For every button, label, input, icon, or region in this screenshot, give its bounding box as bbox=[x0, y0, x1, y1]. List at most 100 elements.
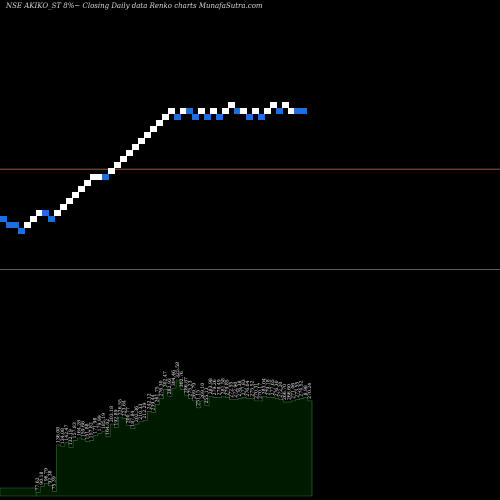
renko-brick-up bbox=[240, 108, 247, 114]
volume-label: 142.47 bbox=[64, 424, 70, 440]
renko-brick-up bbox=[120, 156, 127, 162]
volume-label: 164.02 bbox=[105, 419, 111, 435]
renko-brick-up bbox=[264, 108, 271, 114]
volume-label: 261.75 bbox=[155, 386, 161, 402]
volume-stub bbox=[0, 487, 37, 497]
volume-label: 273.55 bbox=[295, 382, 301, 398]
volume-label: 251.15 bbox=[196, 390, 202, 406]
renko-brick-up bbox=[138, 138, 145, 144]
volume-label: 271.06 bbox=[290, 383, 296, 399]
volume-label: 75.39 bbox=[52, 476, 58, 489]
volume-label: 302.47 bbox=[163, 371, 169, 387]
volume-labels: 77.62 90.18 96.79 92.38 75.39 136.08 134.08 142… bbox=[35, 362, 313, 491]
volume-label: 275.23 bbox=[187, 380, 193, 396]
volume-label: 325.58 bbox=[175, 362, 181, 378]
volume-label: 202.36 bbox=[134, 406, 140, 422]
volume-label: 276.38 bbox=[237, 380, 243, 396]
volume-label: 272.90 bbox=[233, 382, 239, 398]
renko-brick-up bbox=[114, 162, 121, 168]
volume-label: 255.13 bbox=[204, 387, 210, 403]
volume-label: 279.85 bbox=[225, 379, 231, 395]
volume-label: 286.87 bbox=[183, 377, 189, 393]
renko-brick-down bbox=[294, 108, 301, 114]
renko-brick-down bbox=[6, 222, 13, 228]
volume-label: 272.55 bbox=[229, 382, 235, 398]
volume-label: 203.18 bbox=[109, 406, 115, 422]
renko-brick-down bbox=[12, 222, 19, 228]
volume-label: 8.98 bbox=[303, 385, 309, 395]
volume-label: 277.65 bbox=[270, 379, 276, 395]
volume-label: 270.24 bbox=[307, 383, 313, 399]
renko-brick-up bbox=[108, 168, 115, 174]
renko-brick-up bbox=[252, 108, 259, 114]
volume-label: 276.30 bbox=[274, 380, 280, 396]
volume-label: 171.98 bbox=[93, 418, 99, 434]
volume-label: 275.52 bbox=[249, 380, 255, 396]
renko-brick-up bbox=[150, 126, 157, 132]
renko-brick-up bbox=[162, 114, 169, 120]
volume-label: 283.04 bbox=[262, 378, 268, 394]
volume-area bbox=[35, 379, 313, 497]
renko-brick-down bbox=[186, 108, 193, 114]
renko-brick-down bbox=[204, 114, 211, 120]
renko-brick-down bbox=[216, 114, 223, 120]
volume-label: 274.52 bbox=[299, 380, 305, 396]
volume-label: 270.31 bbox=[253, 383, 259, 399]
volume-label: 185.19 bbox=[101, 413, 107, 429]
volume-label: 132.19 bbox=[68, 429, 74, 445]
volume-label: 210.33 bbox=[138, 404, 144, 420]
renko-brick-down bbox=[174, 114, 181, 120]
renko-brick-up bbox=[60, 204, 67, 210]
volume-label: 242.12 bbox=[146, 393, 152, 409]
volume-label: 269.79 bbox=[192, 383, 198, 399]
renko-brick-down bbox=[42, 210, 49, 216]
volume-label: 276.30 bbox=[159, 380, 165, 396]
volume-label: 266.60 bbox=[286, 384, 292, 400]
volume-label: 269.10 bbox=[200, 383, 206, 399]
volume-label: 164.28 bbox=[76, 420, 82, 436]
volume-label: 223.64 bbox=[122, 400, 128, 416]
volume-label: 302.76 bbox=[179, 371, 185, 387]
renko-brick-up bbox=[282, 102, 289, 108]
volume-label: 157.82 bbox=[89, 422, 95, 438]
renko-brick-up bbox=[30, 216, 37, 222]
volume-label: 270.17 bbox=[258, 383, 264, 399]
renko-brick-down bbox=[234, 108, 241, 114]
renko-brick-up bbox=[66, 198, 73, 204]
renko-brick-up bbox=[288, 108, 295, 114]
volume-label: 281.58 bbox=[220, 378, 226, 394]
renko-brick-up bbox=[144, 132, 151, 138]
renko-brick-down bbox=[246, 114, 253, 120]
volume-label: 179.99 bbox=[97, 415, 103, 431]
renko-brick-down bbox=[258, 114, 265, 120]
renko-brick-down bbox=[102, 174, 109, 180]
renko-brick-down bbox=[0, 216, 7, 222]
volume-label: 200.77 bbox=[126, 407, 132, 423]
volume-label: 151.88 bbox=[84, 423, 90, 439]
renko-brick-up bbox=[222, 108, 229, 114]
volume-label: 192.89 bbox=[113, 409, 119, 425]
renko-brick-up bbox=[126, 150, 133, 156]
renko-brick-up bbox=[36, 210, 43, 216]
volume-label: 92.38 bbox=[47, 470, 53, 483]
volume-label: 157.83 bbox=[72, 422, 78, 438]
volume-label: 278.49 bbox=[216, 379, 222, 395]
renko-brick-up bbox=[90, 174, 97, 180]
volume-label: 134.08 bbox=[60, 428, 66, 444]
volume-label: 159.66 bbox=[80, 421, 86, 437]
renko-brick-up bbox=[270, 102, 277, 108]
renko-brick-up bbox=[198, 108, 205, 114]
volume-label: 90.18 bbox=[39, 471, 45, 484]
renko-brick-up bbox=[228, 102, 235, 108]
renko-brick-up bbox=[72, 192, 79, 198]
renko-brick-down bbox=[48, 216, 55, 222]
volume-label: 272.20 bbox=[278, 382, 284, 398]
volume-label: 276.04 bbox=[245, 380, 251, 396]
renko-brick-down bbox=[276, 108, 283, 114]
volume-label: 77.62 bbox=[35, 477, 41, 490]
renko-brick-up bbox=[156, 120, 163, 126]
volume-label: 283.98 bbox=[208, 378, 214, 394]
volume-label: 96.79 bbox=[43, 468, 49, 481]
volume-label: 282.93 bbox=[167, 378, 173, 394]
